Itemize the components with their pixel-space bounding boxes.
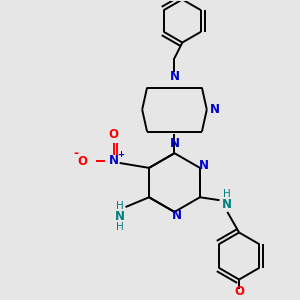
Text: O: O [234, 285, 244, 298]
Text: N: N [115, 210, 125, 223]
Text: N: N [169, 137, 179, 150]
Text: N: N [109, 154, 119, 166]
Text: N: N [210, 103, 220, 116]
Text: O: O [109, 128, 119, 141]
Text: H: H [224, 189, 231, 199]
Text: -: - [73, 147, 78, 160]
Text: H: H [116, 201, 124, 211]
Text: N: N [169, 70, 179, 83]
Text: N: N [199, 159, 209, 172]
Text: O: O [77, 154, 87, 167]
Text: +: + [117, 150, 124, 159]
Text: N: N [222, 198, 232, 211]
Text: N: N [171, 209, 182, 222]
Text: H: H [116, 222, 124, 232]
